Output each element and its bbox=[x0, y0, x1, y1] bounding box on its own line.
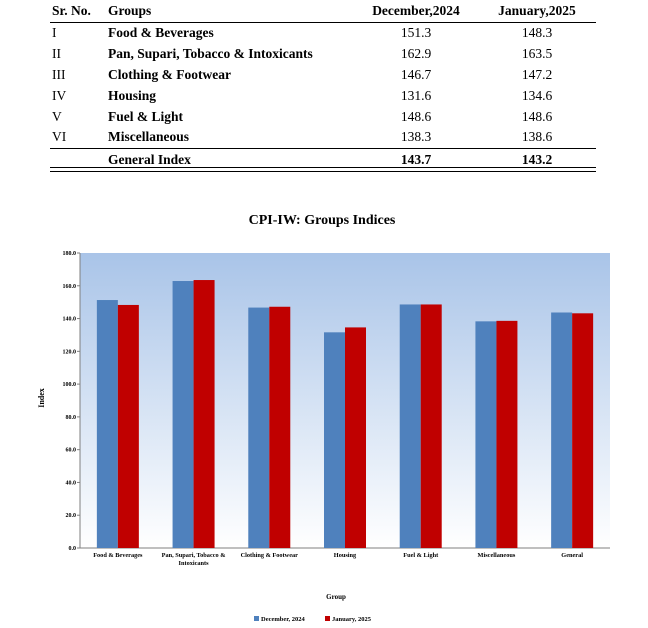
bar-december-2024 bbox=[96, 300, 118, 548]
row-january-value: 138.6 bbox=[521, 129, 553, 145]
legend-label-december: December, 2024 bbox=[261, 616, 306, 623]
row-december-value: 146.7 bbox=[400, 66, 432, 82]
chart-title: CPI-IW: Groups Indices bbox=[249, 213, 396, 228]
row-january-value: 148.3 bbox=[521, 25, 553, 41]
bar-january-2025 bbox=[496, 320, 518, 548]
x-category-label: Intoxicants bbox=[179, 560, 210, 567]
y-axis-ticks: 0.0 20.0 40.0 60.0 80.0 100.0 120.0 140.0 160.0 1… bbox=[63, 251, 80, 552]
y-tick-label: 180.0 bbox=[63, 251, 77, 257]
bar-january-2025 bbox=[572, 313, 594, 548]
total-label: General Index bbox=[108, 147, 354, 171]
row-group: Pan, Supari, Tobacco & Intoxicants bbox=[108, 46, 313, 62]
row-december-value: 138.3 bbox=[400, 129, 432, 145]
bar-december-2024 bbox=[172, 281, 194, 548]
y-tick-label: 100.0 bbox=[63, 382, 77, 388]
row-group: Clothing & Footwear bbox=[108, 66, 231, 82]
legend-label-january: January, 2025 bbox=[332, 616, 372, 623]
row-sr-no: V bbox=[52, 108, 62, 124]
header-december: December,2024 bbox=[354, 0, 478, 23]
bar-january-2025 bbox=[117, 304, 139, 548]
row-december-value: 162.9 bbox=[400, 46, 432, 62]
table-row: II Pan, Supari, Tobacco & Intoxicants 16… bbox=[50, 44, 596, 65]
row-group: Housing bbox=[108, 87, 157, 103]
legend-swatch-december bbox=[254, 616, 259, 621]
x-category-label: Clothing & Footwear bbox=[241, 552, 299, 559]
bar-january-2025 bbox=[269, 306, 291, 548]
row-january-value: 134.6 bbox=[521, 87, 553, 103]
y-tick-label: 60.0 bbox=[66, 448, 77, 454]
row-group: Food & Beverages bbox=[108, 25, 214, 41]
x-axis-label: Group bbox=[326, 593, 346, 601]
x-category-label: Fuel & Light bbox=[403, 552, 439, 559]
row-sr-no: II bbox=[52, 46, 61, 62]
y-axis-label: Index bbox=[37, 388, 46, 408]
row-january-value: 148.6 bbox=[521, 108, 553, 124]
table-total-row: General Index 143.7 143.2 bbox=[50, 147, 596, 171]
x-axis-category-labels: Food & Beverages Pan, Supari, Tobacco &In… bbox=[93, 552, 583, 567]
chart-legend: December, 2024 January, 2025 bbox=[254, 616, 372, 623]
row-january-value: 147.2 bbox=[521, 66, 553, 82]
y-tick-label: 140.0 bbox=[63, 317, 77, 323]
header-january: January,2025 bbox=[478, 0, 596, 23]
y-tick-label: 80.0 bbox=[66, 415, 77, 421]
header-sr-no: Sr. No. bbox=[50, 0, 108, 23]
table-row: III Clothing & Footwear 146.7 147.2 bbox=[50, 65, 596, 86]
x-category-label: Miscellaneous bbox=[478, 552, 516, 559]
bar-january-2025 bbox=[420, 304, 442, 548]
row-december-value: 131.6 bbox=[400, 87, 432, 103]
table-double-rule bbox=[50, 167, 596, 172]
bar-series bbox=[96, 280, 594, 548]
bar-december-2024 bbox=[475, 321, 497, 548]
table-row: I Food & Beverages 151.3 148.3 bbox=[50, 23, 596, 44]
x-category-label: General bbox=[561, 552, 583, 559]
row-sr-no: VI bbox=[52, 129, 67, 145]
bar-december-2024 bbox=[551, 312, 573, 548]
x-category-label: Housing bbox=[334, 552, 357, 559]
row-group: Miscellaneous bbox=[108, 129, 189, 145]
total-sr-empty bbox=[50, 147, 108, 171]
row-sr-no: I bbox=[52, 25, 57, 41]
cpi-table-container: Sr. No. Groups December,2024 January,202… bbox=[50, 0, 596, 171]
total-january-value: 143.2 bbox=[478, 147, 596, 171]
legend-swatch-january bbox=[325, 616, 330, 621]
row-january-value: 163.5 bbox=[521, 46, 553, 62]
cpi-groups-table: Sr. No. Groups December,2024 January,202… bbox=[50, 0, 596, 171]
row-december-value: 148.6 bbox=[400, 108, 432, 124]
bar-december-2024 bbox=[248, 307, 270, 548]
table-row: V Fuel & Light 148.6 148.6 bbox=[50, 106, 596, 127]
row-group: Fuel & Light bbox=[108, 108, 184, 124]
bar-december-2024 bbox=[399, 304, 421, 548]
row-sr-no: III bbox=[52, 66, 66, 82]
x-category-label: Food & Beverages bbox=[93, 552, 143, 559]
y-tick-label: 20.0 bbox=[66, 513, 77, 519]
table-header-row: Sr. No. Groups December,2024 January,202… bbox=[50, 0, 596, 23]
bar-january-2025 bbox=[345, 327, 366, 548]
row-sr-no: IV bbox=[52, 87, 67, 103]
table-row: IV Housing 131.6 134.6 bbox=[50, 85, 596, 106]
y-tick-label: 120.0 bbox=[63, 349, 77, 355]
row-december-value: 151.3 bbox=[400, 25, 432, 41]
x-category-label: Pan, Supari, Tobacco & bbox=[162, 552, 226, 559]
y-tick-label: 0.0 bbox=[69, 546, 77, 552]
table-row: VI Miscellaneous 138.3 138.6 bbox=[50, 127, 596, 148]
y-tick-label: 160.0 bbox=[63, 284, 77, 290]
bar-january-2025 bbox=[193, 280, 215, 548]
header-groups: Groups bbox=[108, 0, 354, 23]
y-tick-label: 40.0 bbox=[66, 480, 77, 486]
bar-december-2024 bbox=[324, 332, 345, 548]
total-december-value: 143.7 bbox=[354, 147, 478, 171]
